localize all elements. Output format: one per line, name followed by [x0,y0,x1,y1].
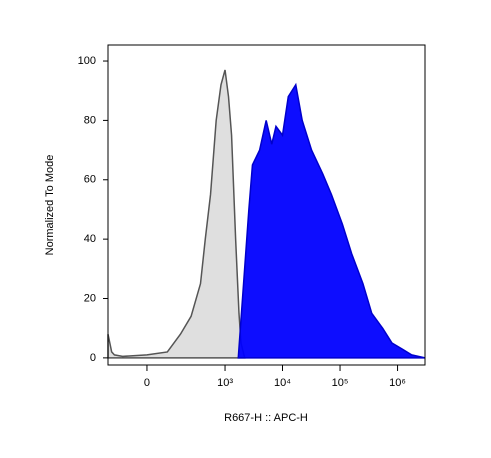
plot-frame [107,44,426,366]
y-tick-label: 40 [84,233,96,245]
histogram-area [107,69,246,359]
x-tick-label: 0 [144,377,150,389]
x-tick-label: 10³ [217,377,233,389]
x-tick-label: 10⁶ [389,377,406,389]
histogram-area [237,82,426,359]
y-tick-label: 100 [78,55,96,67]
y-tick-label: 20 [84,292,96,304]
plot-area [107,69,426,359]
y-axis-label: Normalized To Mode [44,155,56,256]
y-tick-label: 60 [84,174,96,186]
y-tick-label: 80 [84,114,96,126]
x-tick-label: 10⁵ [332,377,349,389]
x-axis-label: R667-H :: APC-H [224,412,308,424]
x-tick-label: 10⁴ [274,377,291,389]
y-tick-label: 0 [90,352,96,364]
